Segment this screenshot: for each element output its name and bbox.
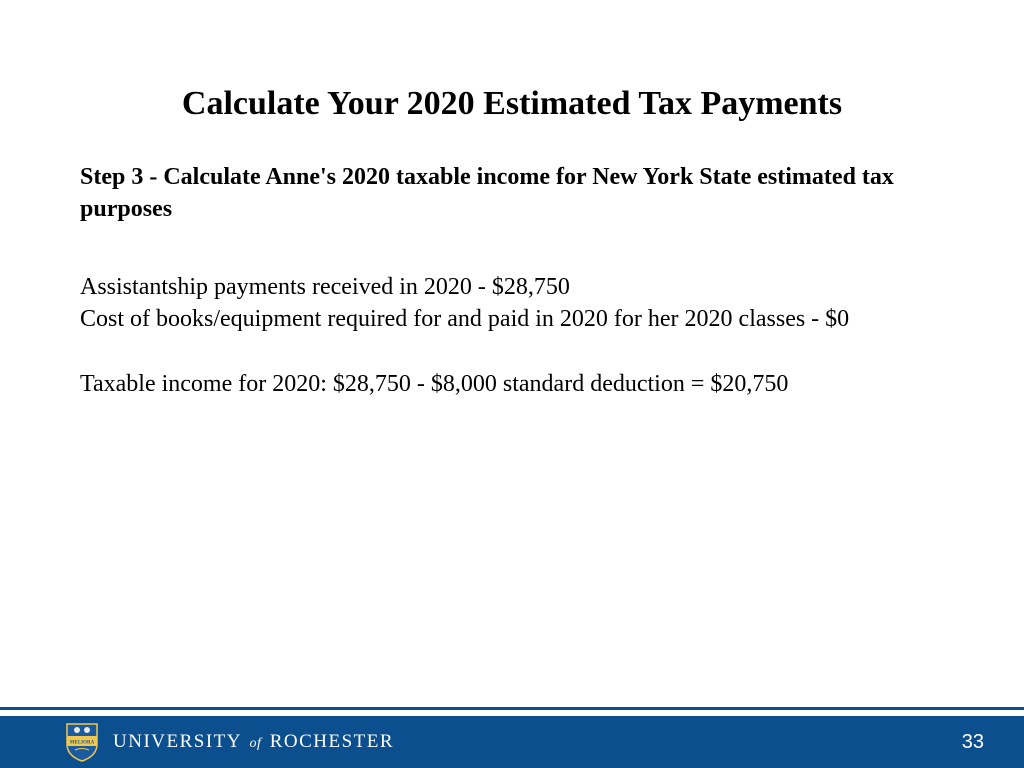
svg-text:MELIORA: MELIORA (70, 741, 95, 746)
footer: MELIORA UNIVERSITY of ROCHESTER 33 (0, 707, 1024, 768)
brand-wordmark: UNIVERSITY of ROCHESTER (113, 731, 394, 753)
slide-title: Calculate Your 2020 Estimated Tax Paymen… (80, 85, 944, 123)
footer-bar: MELIORA UNIVERSITY of ROCHESTER 33 (0, 716, 1024, 768)
wordmark-university: UNIVERSITY (113, 731, 241, 752)
brand-logo: MELIORA UNIVERSITY of ROCHESTER (65, 722, 394, 762)
wordmark-rochester: ROCHESTER (270, 731, 394, 752)
shield-icon: MELIORA (65, 722, 99, 762)
page-number: 33 (962, 731, 984, 754)
slide-subtitle: Step 3 - Calculate Anne's 2020 taxable i… (80, 161, 944, 226)
footer-rule (0, 707, 1024, 710)
body-line-1: Assistantship payments received in 2020 … (80, 271, 944, 303)
slide-body: Assistantship payments received in 2020 … (80, 271, 944, 400)
spacer (80, 336, 944, 368)
wordmark-of: of (250, 736, 262, 751)
body-line-3: Taxable income for 2020: $28,750 - $8,00… (80, 368, 944, 400)
slide: Calculate Your 2020 Estimated Tax Paymen… (0, 0, 1024, 768)
slide-content: Calculate Your 2020 Estimated Tax Paymen… (0, 0, 1024, 768)
body-line-2: Cost of books/equipment required for and… (80, 303, 944, 335)
